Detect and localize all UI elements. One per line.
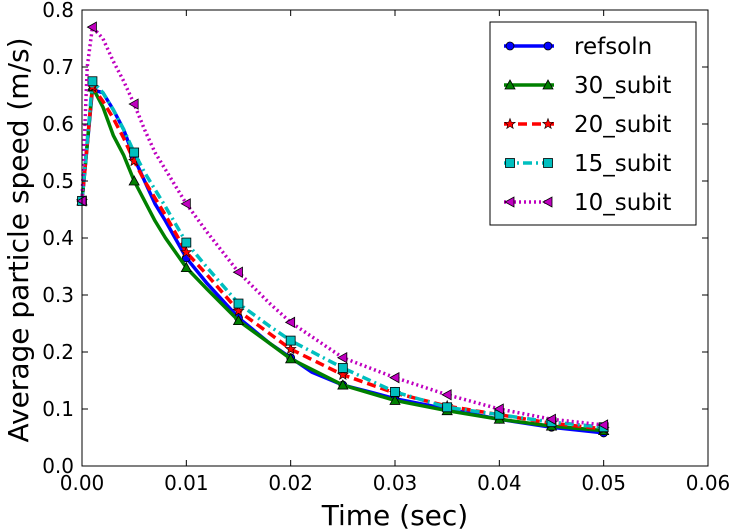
data-point-10_subit xyxy=(232,266,243,278)
y-tick-label: 0.0 xyxy=(42,454,74,478)
data-point-20_subit xyxy=(284,342,297,355)
y-tick-label: 0.7 xyxy=(42,55,74,79)
data-point-20_subit xyxy=(232,304,245,317)
data-point-10_subit xyxy=(86,21,97,33)
x-tick-label: 0.02 xyxy=(268,471,313,495)
legend-label-30_subit: 30_subit xyxy=(574,73,671,99)
data-point-15_subit xyxy=(337,363,348,373)
data-point-30_subit xyxy=(389,394,401,405)
series-line-15_subit xyxy=(80,79,604,429)
data-point-30_subit xyxy=(180,261,193,273)
legend-entry-20_subit: 20_subit xyxy=(503,112,671,138)
y-tick-label: 0.2 xyxy=(42,340,74,364)
data-point-10_subit xyxy=(128,98,139,110)
y-tick-label: 0.8 xyxy=(42,0,74,22)
x-tick-label: 0.04 xyxy=(477,471,522,495)
legend-marker-refsoln xyxy=(543,41,553,51)
legend-marker-20_subit xyxy=(503,117,517,130)
x-tick-label: 0.01 xyxy=(164,471,209,495)
data-point-15_subit xyxy=(390,386,400,397)
y-tick-label: 0.5 xyxy=(42,169,74,193)
data-point-15_subit xyxy=(87,76,98,87)
data-point-10_subit xyxy=(389,371,400,384)
legend-marker-refsoln xyxy=(505,41,515,51)
legend-marker-30_subit xyxy=(542,79,554,90)
series-10_subit xyxy=(76,21,609,431)
legend-marker-15_subit xyxy=(505,158,515,168)
legend-marker-15_subit xyxy=(543,158,553,168)
y-tick-label: 0.6 xyxy=(42,112,74,136)
data-point-15_subit xyxy=(181,237,192,248)
data-point-10_subit xyxy=(493,403,504,415)
data-point-15_subit xyxy=(442,402,453,413)
data-point-20_subit xyxy=(336,368,349,380)
x-tick-label: 0.05 xyxy=(581,471,626,495)
legend-entry-15_subit: 15_subit xyxy=(504,151,671,177)
legend: refsoln 30_subit 20_subit 15_subit 10_subit xyxy=(489,21,697,226)
legend-label-refsoln: refsoln xyxy=(574,34,652,60)
y-tick-label: 0.3 xyxy=(42,283,74,307)
data-point-10_subit xyxy=(180,198,191,210)
legend-entry-refsoln: refsoln xyxy=(504,34,652,60)
axes: 0.00 0.01 0.02 0.03 0.04 0.05 0.06 0.0 0.1 0.2 0.3… xyxy=(42,0,730,495)
data-point-30_subit xyxy=(337,379,349,390)
data-point-10_subit xyxy=(597,419,609,431)
data-point-10_subit xyxy=(545,413,556,425)
x-axis-label: Time (sec) xyxy=(321,499,468,530)
legend-label-20_subit: 20_subit xyxy=(574,112,671,138)
data-point-20_subit xyxy=(180,245,193,258)
data-point-15_subit xyxy=(285,335,296,346)
data-point-15_subit xyxy=(129,147,140,158)
legend-label-15_subit: 15_subit xyxy=(574,151,671,177)
legend-entry-10_subit: 10_subit xyxy=(504,190,671,216)
data-point-10_subit xyxy=(441,389,452,401)
legend-marker-10_subit xyxy=(542,196,553,208)
series-line-30_subit xyxy=(80,85,604,433)
legend-marker-20_subit xyxy=(541,117,555,130)
x-tick-label: 0.00 xyxy=(60,471,105,495)
legend-entry-30_subit: 30_subit xyxy=(504,73,671,99)
data-point-10_subit xyxy=(337,352,348,364)
data-point-15_subit xyxy=(233,298,244,309)
legend-marker-10_subit xyxy=(504,196,515,208)
y-tick-label: 0.1 xyxy=(42,397,74,421)
data-point-30_subit xyxy=(284,353,297,364)
data-point-10_subit xyxy=(284,316,296,329)
y-tick-label: 0.4 xyxy=(42,226,74,250)
data-point-30_subit xyxy=(232,314,245,326)
x-tick-label: 0.06 xyxy=(686,471,731,495)
x-tick-label: 0.03 xyxy=(373,471,418,495)
legend-marker-30_subit xyxy=(504,79,516,90)
y-axis-label: Average particle speed (m/s) xyxy=(2,37,35,442)
legend-label-10_subit: 10_subit xyxy=(574,190,671,216)
data-point-30_subit xyxy=(128,175,140,186)
series-layer xyxy=(75,21,610,438)
